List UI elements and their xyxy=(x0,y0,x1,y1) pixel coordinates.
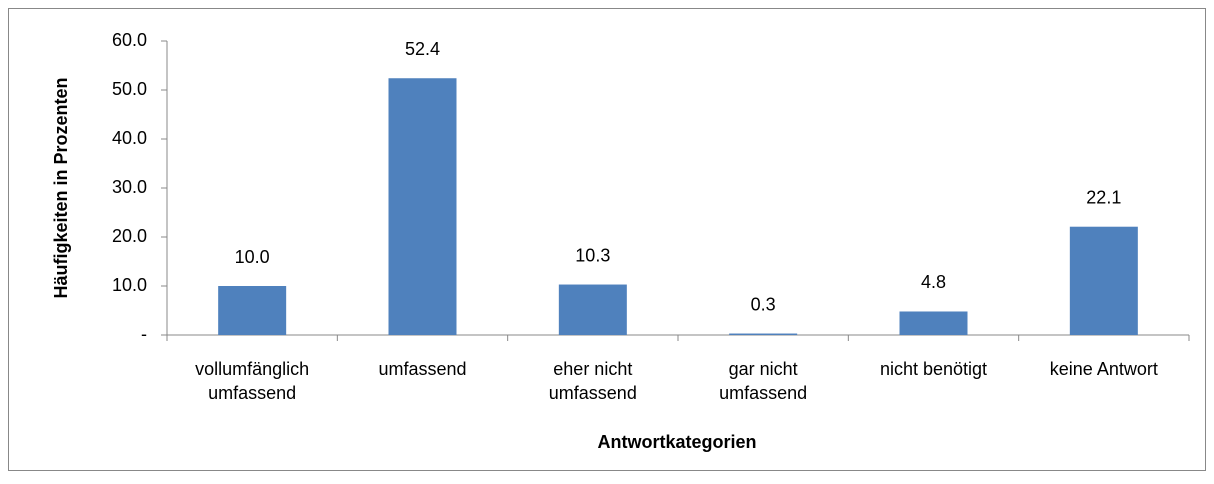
x-tick-label: nicht benötigt xyxy=(879,359,988,379)
bar xyxy=(388,78,457,336)
bar xyxy=(899,311,968,335)
data-label: 10.0 xyxy=(235,247,270,267)
y-tick-label: 60.0 xyxy=(112,30,147,50)
x-axis-title: Antwortkategorien xyxy=(597,432,756,452)
y-tick-label: - xyxy=(141,324,147,344)
bar xyxy=(729,333,798,335)
data-label: 22.1 xyxy=(1086,187,1121,207)
x-tick-label: vollumfänglich umfassend xyxy=(195,359,310,403)
y-tick-label: 50.0 xyxy=(112,79,147,99)
x-tick-label: umfassend xyxy=(378,359,467,379)
bar xyxy=(218,286,287,335)
x-tick-label: gar nicht umfassend xyxy=(719,359,808,403)
y-tick-label: 40.0 xyxy=(112,128,147,148)
data-label: 10.3 xyxy=(575,245,610,265)
y-tick-label: 20.0 xyxy=(112,226,147,246)
x-tick-label: keine Antwort xyxy=(1049,359,1158,379)
data-label: 4.8 xyxy=(921,272,946,292)
y-tick-label: 10.0 xyxy=(112,275,147,295)
data-label: 0.3 xyxy=(751,294,776,314)
y-tick-label: 30.0 xyxy=(112,177,147,197)
x-tick-label: eher nicht umfassend xyxy=(548,359,637,403)
bar xyxy=(558,284,627,335)
bar xyxy=(1069,226,1138,335)
data-label: 52.4 xyxy=(405,39,440,59)
y-axis-title: Häufigkeiten in Prozenten xyxy=(51,77,71,298)
chart-frame xyxy=(8,8,1206,471)
